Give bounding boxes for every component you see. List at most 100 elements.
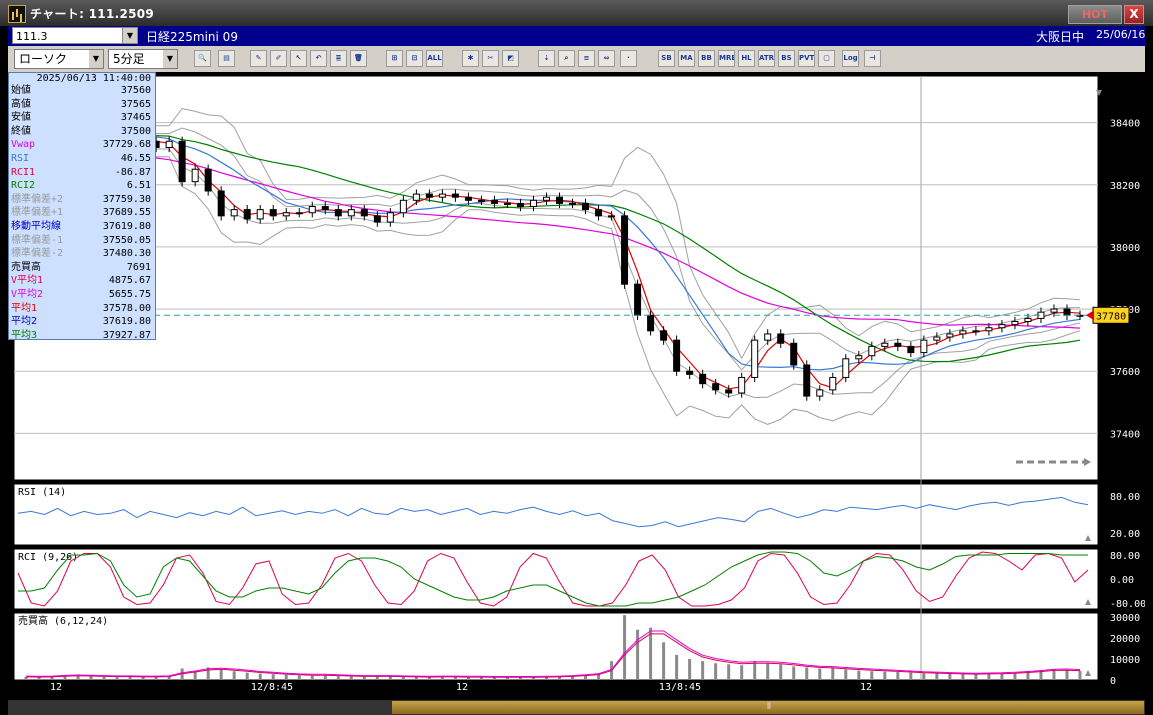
candle-body [855,355,863,360]
ma-short-line [25,125,1081,390]
close-button[interactable]: X [1124,5,1144,24]
volume-bar [219,669,223,680]
tool-icon[interactable]: ✂ [482,50,499,67]
data-window-key: RSI [11,153,30,164]
palette-icon[interactable]: ◩ [502,50,519,67]
data-window-value: 46.55 [120,153,151,164]
trash-icon[interactable]: 🗑 [350,50,367,67]
candle-body [712,383,720,391]
rci-line-1 [17,551,1089,607]
candle-body [516,202,524,208]
pen-icon[interactable]: ✎ [250,50,267,67]
volume-bar [440,676,444,680]
volume-average-line [25,633,1081,678]
rsi-tick-label: 20.00 [1110,529,1140,540]
data-window-timestamp: 2025/06/13 11:40:00 [36,73,151,84]
log-button[interactable]: Log [842,50,859,67]
candle-body [399,199,407,214]
bollinger-band [26,133,1081,399]
candle-body [738,376,746,394]
current-price-arrow-icon [1086,310,1094,321]
volume-bar [115,677,119,680]
volume-bar [375,676,379,680]
instrument-bar: 111.3 ▼ 日経225mini 09 大阪日中 25/06/16 [8,26,1145,46]
volume-bar [883,671,887,680]
candle-body [295,212,303,215]
data-window-value: 4875.67 [108,275,151,287]
candle-a-icon[interactable]: ⊞ [386,50,403,67]
code-select[interactable]: 111.3 ▼ [12,27,138,44]
zoom-icon[interactable]: 🔍 [194,50,211,67]
panel-icon[interactable]: ▤ [218,50,235,67]
pane-2 [13,548,1099,610]
scroll-grip-icon[interactable]: ⦀ [767,702,771,712]
candle-body [477,199,485,202]
price-tick-label: 38200 [1110,181,1140,192]
title-bar[interactable]: チャート: 111.2509 HOT X [0,0,1153,26]
data-window-row: 平均3 37927.87 [11,329,151,342]
box-icon[interactable]: ▢ [818,50,835,67]
atr-button[interactable]: ATR [758,50,775,67]
pvt-button[interactable]: PVT [798,50,815,67]
data-window-row: 高値 37565 [11,98,151,111]
list-icon[interactable]: ≣ [330,50,347,67]
volume-bar [453,677,457,680]
chevron-down-icon[interactable]: ▼ [122,28,137,43]
scroll-thumb[interactable] [392,701,1144,714]
data-window-value: 37689.55 [102,207,151,219]
candle-body [946,333,954,338]
volume-bar [1065,670,1069,680]
chart-type-select[interactable]: ローソク ▼ [14,49,104,69]
undo-icon[interactable]: ↶ [310,50,327,67]
range-icon[interactable]: ⇔ [598,50,615,67]
volume-bar [362,676,366,680]
chevron-down-icon[interactable]: ▼ [163,50,177,68]
bollinger-band [25,119,1081,371]
data-window-key: 安値 [11,112,31,124]
rci-tick-label: -80.00 [1110,599,1145,610]
timeframe-select[interactable]: 5分足 ▼ [108,49,178,69]
chart-canvas[interactable]: 1212/8:451213/8:451238400382003800037800… [8,72,1146,700]
settings-icon[interactable]: ✱ [462,50,479,67]
data-window-row: 移動平均線 37619.80 [11,220,151,233]
candle-body [556,196,564,204]
candle-body [647,314,655,332]
bb-button[interactable]: BB [698,50,715,67]
search2-icon[interactable]: ⌕ [558,50,575,67]
volume-bar [128,676,132,680]
data-window-row: V平均2 5655.75 [11,288,151,301]
order-icon[interactable]: ⇣ [538,50,555,67]
brush-icon[interactable]: ✐ [270,50,287,67]
all-button[interactable]: ALL [426,50,443,67]
split-icon[interactable]: ⊣ [864,50,881,67]
chart-app-icon [8,5,26,23]
candle-body [243,209,251,220]
volume-tick-label: 0 [1110,676,1116,687]
candle-body [321,206,329,211]
horizontal-scrollbar[interactable]: ⦀ [8,700,1145,715]
ma-button[interactable]: MA [678,50,695,67]
bars-icon[interactable]: ≡ [578,50,595,67]
volume-bar [388,676,392,680]
volume-bar [714,663,718,680]
candle-body [764,333,772,341]
bs-button[interactable]: BS [778,50,795,67]
candle-body [608,215,616,218]
pane-0 [13,75,1099,481]
sb-button[interactable]: SB [658,50,675,67]
pane-1 [13,483,1099,546]
chart-frame[interactable]: 1212/8:451213/8:451238400382003800037800… [8,72,1146,713]
cursor-icon[interactable]: ↖ [290,50,307,67]
mre-button[interactable]: MRE [718,50,735,67]
chevron-down-icon[interactable]: ▼ [89,50,103,68]
data-window-row: 平均1 37578.00 [11,302,151,315]
candle-body [686,370,694,375]
blank-icon[interactable]: · [620,50,637,67]
rci-title: RCI (9,26) [18,552,78,563]
volume-bar [675,654,679,680]
data-window-key: 平均2 [11,316,38,328]
hl-button[interactable]: HL [738,50,755,67]
hot-button[interactable]: HOT [1068,5,1122,24]
candle-b-icon[interactable]: ⊟ [406,50,423,67]
pane-scale-icon [1096,90,1102,96]
